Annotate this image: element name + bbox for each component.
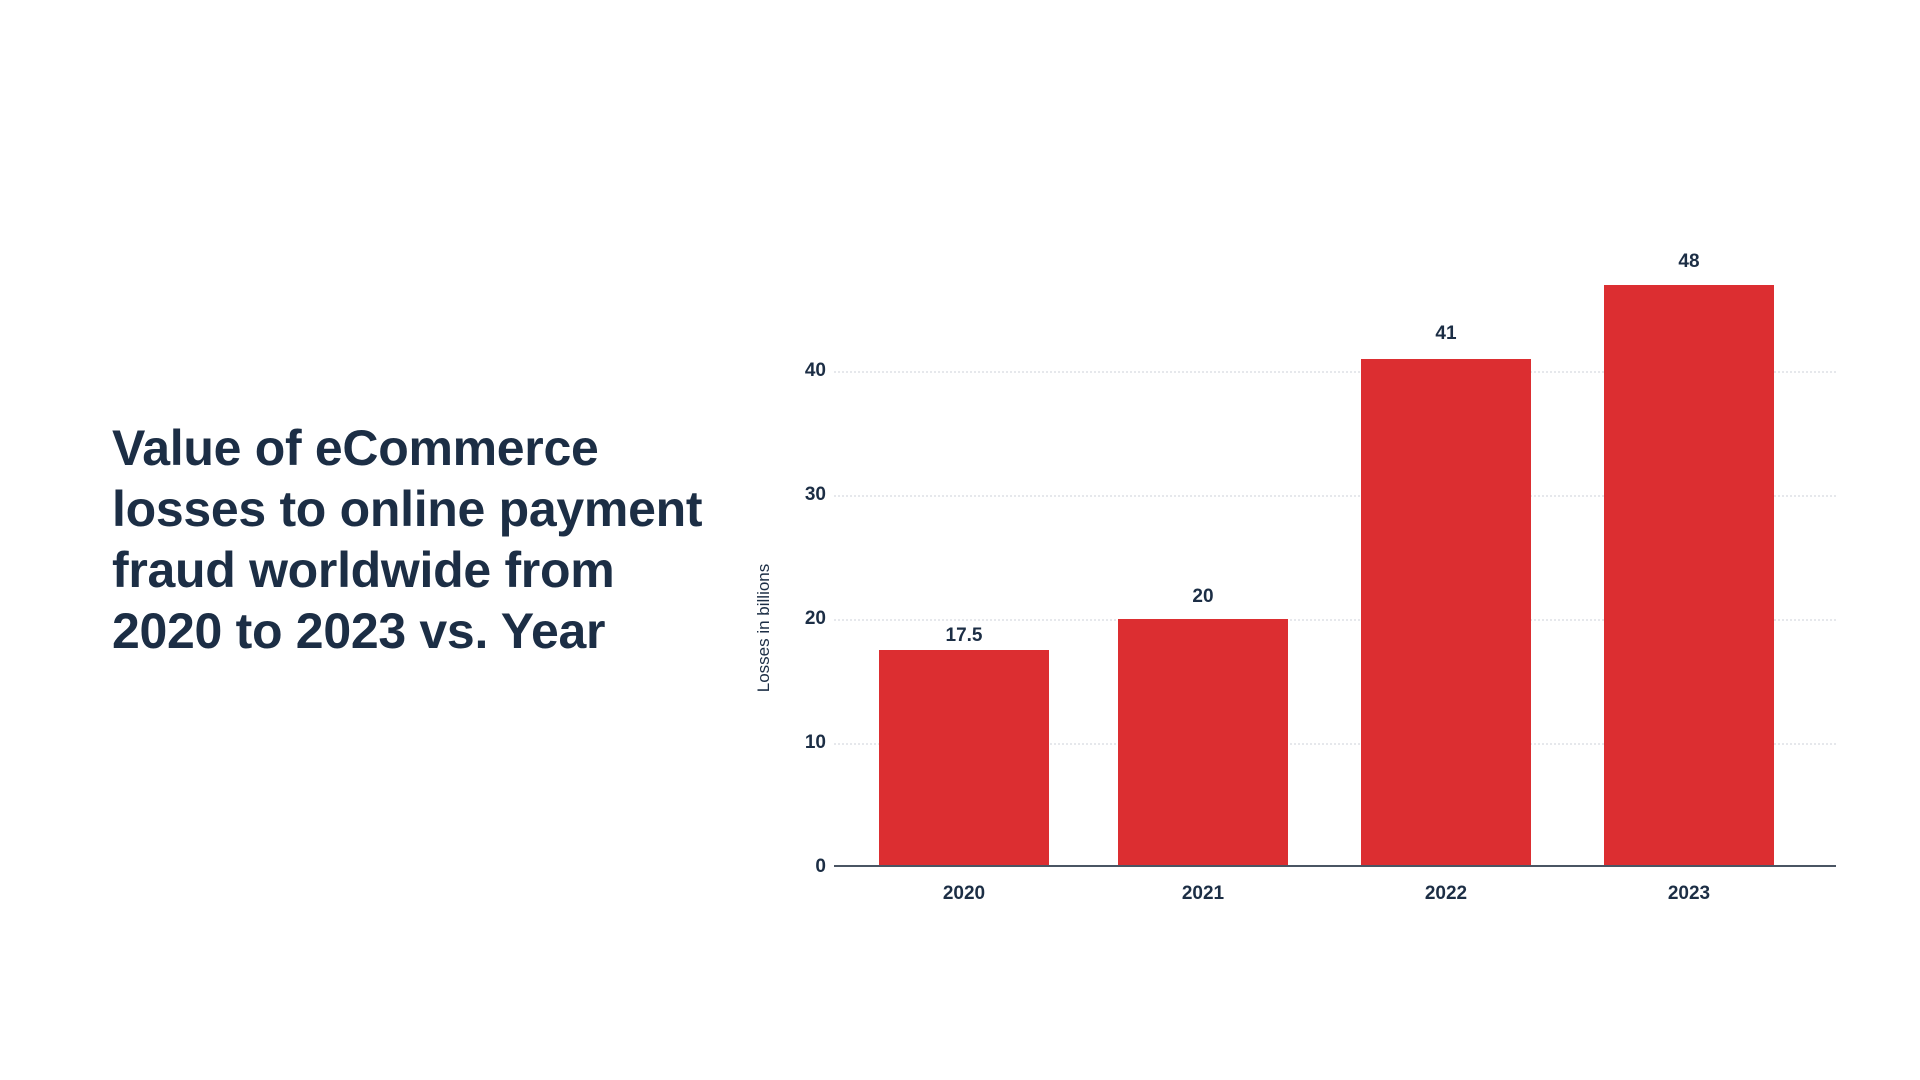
value-label-2023: 48 xyxy=(1678,251,1700,272)
x-tick-2021: 2021 xyxy=(1181,883,1225,904)
bar-2022 xyxy=(1361,359,1531,867)
value-label-2022: 41 xyxy=(1435,323,1457,344)
gridline-30 xyxy=(834,495,1836,497)
y-tick-20: 20 xyxy=(804,608,826,629)
plot-area: 0 10 20 30 40 17.5 20 41 48 2020 2021 20… xyxy=(805,240,1836,904)
y-axis-label: Losses in billions xyxy=(754,563,773,693)
x-tick-2023: 2023 xyxy=(1667,883,1711,904)
y-tick-10: 10 xyxy=(804,732,826,753)
title-line: fraud worldwide from xyxy=(112,542,615,598)
y-tick-0: 0 xyxy=(815,856,826,877)
title-line: losses to online payment xyxy=(112,481,703,537)
bar-2021 xyxy=(1118,619,1288,867)
value-label-2021: 20 xyxy=(1192,586,1214,607)
gridline-10 xyxy=(834,743,1836,745)
bar-2023 xyxy=(1604,285,1774,867)
y-tick-40: 40 xyxy=(804,360,826,381)
x-axis-line xyxy=(834,865,1836,867)
chart-title: Value of eCommerce losses to online paym… xyxy=(112,418,712,662)
value-label-2020: 17.5 xyxy=(945,625,983,646)
gridline-20 xyxy=(834,619,1836,621)
x-tick-2022: 2022 xyxy=(1424,883,1468,904)
title-line: Value of eCommerce xyxy=(112,420,599,476)
title-line: 2020 to 2023 vs. Year xyxy=(112,603,606,659)
x-tick-2020: 2020 xyxy=(942,883,986,904)
gridline-40 xyxy=(834,371,1836,373)
bar-2020 xyxy=(879,650,1049,867)
y-tick-30: 30 xyxy=(804,484,826,505)
